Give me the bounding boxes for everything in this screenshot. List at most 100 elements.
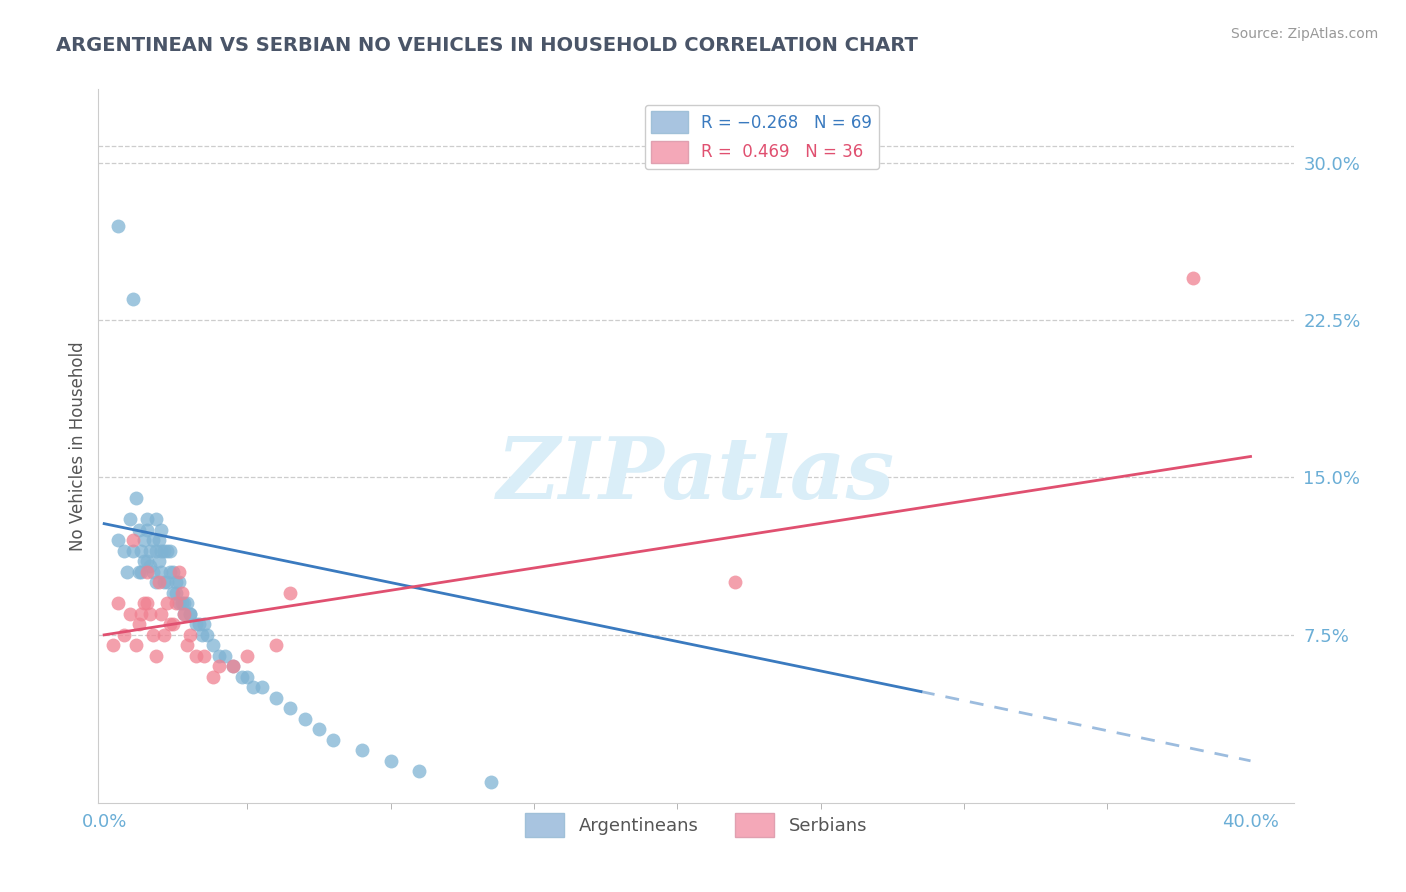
Point	[165, 575, 187, 590]
Point	[173, 596, 195, 610]
Point	[184, 648, 207, 663]
Point	[159, 617, 181, 632]
Point	[101, 639, 124, 653]
Point	[136, 596, 159, 610]
Point	[179, 628, 201, 642]
Point	[165, 596, 187, 610]
Point	[118, 607, 141, 621]
Point	[214, 648, 236, 663]
Point	[222, 659, 245, 673]
Point	[153, 575, 176, 590]
Point	[136, 523, 159, 537]
Point	[176, 639, 198, 653]
Point	[162, 586, 184, 600]
Point	[322, 732, 344, 747]
Point	[165, 586, 187, 600]
Point	[150, 565, 173, 579]
Point	[190, 628, 212, 642]
Point	[187, 617, 209, 632]
Point	[167, 575, 190, 590]
Point	[479, 774, 502, 789]
Point	[148, 575, 170, 590]
Point	[167, 596, 190, 610]
Point	[242, 681, 264, 695]
Point	[179, 607, 201, 621]
Text: ARGENTINEAN VS SERBIAN NO VEHICLES IN HOUSEHOLD CORRELATION CHART: ARGENTINEAN VS SERBIAN NO VEHICLES IN HO…	[56, 36, 918, 54]
Point	[156, 575, 179, 590]
Text: ZIPatlas: ZIPatlas	[496, 433, 896, 516]
Point	[231, 670, 253, 684]
Point	[236, 670, 259, 684]
Point	[128, 617, 150, 632]
Point	[131, 607, 153, 621]
Point	[294, 712, 316, 726]
Point	[236, 648, 259, 663]
Point	[121, 544, 143, 558]
Point	[112, 544, 135, 558]
Point	[162, 565, 184, 579]
Point	[173, 607, 195, 621]
Point	[1182, 271, 1205, 285]
Point	[173, 607, 195, 621]
Point	[156, 596, 179, 610]
Point	[170, 596, 193, 610]
Point	[280, 586, 302, 600]
Point	[179, 607, 201, 621]
Point	[131, 565, 153, 579]
Point	[128, 565, 150, 579]
Point	[153, 544, 176, 558]
Point	[308, 723, 330, 737]
Point	[159, 544, 181, 558]
Point	[148, 533, 170, 548]
Point	[139, 607, 162, 621]
Point	[195, 628, 218, 642]
Point	[134, 554, 156, 568]
Point	[145, 648, 167, 663]
Point	[170, 586, 193, 600]
Point	[408, 764, 430, 779]
Point	[156, 544, 179, 558]
Point	[724, 575, 747, 590]
Point	[153, 628, 176, 642]
Point	[124, 639, 146, 653]
Point	[167, 565, 190, 579]
Point	[162, 617, 184, 632]
Point	[145, 512, 167, 526]
Legend: Argentineans, Serbians: Argentineans, Serbians	[517, 806, 875, 844]
Point	[107, 533, 129, 548]
Point	[184, 617, 207, 632]
Point	[208, 659, 231, 673]
Point	[131, 544, 153, 558]
Point	[121, 292, 143, 306]
Point	[264, 690, 287, 705]
Point	[264, 639, 287, 653]
Point	[136, 554, 159, 568]
Point	[139, 544, 162, 558]
Point	[150, 607, 173, 621]
Point	[159, 565, 181, 579]
Point	[139, 558, 162, 573]
Point	[208, 648, 231, 663]
Point	[145, 575, 167, 590]
Point	[280, 701, 302, 715]
Point	[380, 754, 402, 768]
Point	[134, 533, 156, 548]
Point	[124, 491, 146, 506]
Point	[107, 219, 129, 233]
Point	[112, 628, 135, 642]
Point	[352, 743, 374, 757]
Point	[222, 659, 245, 673]
Y-axis label: No Vehicles in Household: No Vehicles in Household	[69, 341, 87, 551]
Point	[145, 544, 167, 558]
Text: Source: ZipAtlas.com: Source: ZipAtlas.com	[1230, 27, 1378, 41]
Point	[118, 512, 141, 526]
Point	[128, 523, 150, 537]
Point	[107, 596, 129, 610]
Point	[142, 533, 165, 548]
Point	[193, 648, 215, 663]
Point	[250, 681, 273, 695]
Point	[150, 523, 173, 537]
Point	[193, 617, 215, 632]
Point	[136, 565, 159, 579]
Point	[115, 565, 138, 579]
